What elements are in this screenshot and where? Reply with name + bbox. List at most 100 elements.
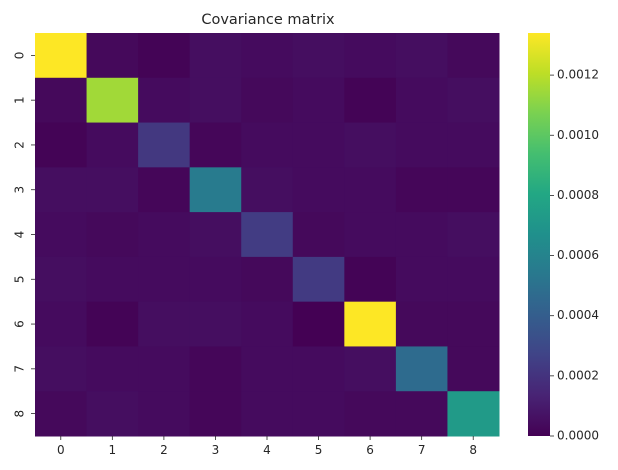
heatmap-cell: [138, 346, 191, 392]
y-tick-label: 4: [13, 231, 27, 239]
heatmap-cell: [447, 391, 500, 437]
heatmap-cell: [241, 167, 294, 213]
heatmap-cell: [138, 391, 191, 437]
x-tick-label: 1: [109, 443, 117, 457]
heatmap-cell: [292, 122, 345, 168]
y-tick-label: 3: [13, 186, 27, 194]
x-tick-label: 0: [57, 443, 65, 457]
heatmap-cell: [189, 77, 242, 124]
heatmap-cell: [344, 256, 397, 303]
heatmap-cell: [35, 77, 88, 124]
heatmap-cell: [189, 391, 242, 437]
heatmap-cell: [189, 346, 242, 392]
heatmap-cell: [241, 122, 294, 168]
heatmap-cell: [395, 212, 448, 258]
heatmap-cell: [35, 346, 88, 392]
heatmap-cell: [447, 212, 500, 258]
heatmap-cell: [241, 33, 294, 79]
heatmap-cell: [138, 212, 191, 258]
heatmap-cell: [138, 122, 191, 168]
colorbar-tick-label: 0.0010: [557, 128, 599, 142]
heatmap-cell: [447, 346, 500, 392]
heatmap-cell: [138, 301, 191, 347]
heatmap-cells: [35, 33, 500, 437]
y-tick-label: 5: [13, 275, 27, 283]
heatmap-cell: [344, 346, 397, 392]
colorbar-ticks: 0.0000 0.0002 0.0004 0.0006 0.0008 0.0010 0.00…: [550, 68, 599, 443]
heatmap-cell: [344, 391, 397, 437]
heatmap-cell: [189, 212, 242, 258]
heatmap-cell: [292, 167, 345, 213]
heatmap-cell: [35, 167, 88, 213]
y-tick-label: 6: [13, 320, 27, 328]
heatmap-cell: [35, 391, 88, 437]
x-tick-label: 2: [160, 443, 168, 457]
heatmap-cell: [241, 346, 294, 392]
heatmap-cell: [86, 167, 139, 213]
colorbar-tick-label: 0.0006: [557, 248, 599, 262]
x-tick-label: 8: [469, 443, 477, 457]
x-tick-label: 4: [263, 443, 271, 457]
heatmap-cell: [292, 212, 345, 258]
heatmap-cell: [189, 33, 242, 79]
colorbar-tick-label: 0.0012: [557, 68, 599, 82]
heatmap-cell: [395, 346, 448, 392]
y-tick-label: 8: [13, 410, 27, 418]
heatmap-cell: [35, 212, 88, 258]
heatmap-cell: [344, 167, 397, 213]
heatmap-cell: [35, 33, 88, 79]
heatmap-cell: [189, 256, 242, 303]
x-axis-ticks: 0 1 2 3 4 5 6 7 8: [57, 436, 477, 457]
heatmap-cell: [189, 167, 242, 213]
colorbar-tick-label: 0.0002: [557, 368, 599, 382]
y-tick-label: 0: [13, 52, 27, 60]
heatmap-cell: [292, 33, 345, 79]
colorbar-tick-label: 0.0004: [557, 308, 599, 322]
heatmap-cell: [292, 301, 345, 347]
heatmap-cell: [447, 301, 500, 347]
heatmap-cell: [35, 122, 88, 168]
x-tick-label: 5: [315, 443, 323, 457]
heatmap-cell: [344, 77, 397, 124]
heatmap-cell: [292, 256, 345, 303]
heatmap-cell: [86, 346, 139, 392]
heatmap-cell: [447, 122, 500, 168]
x-tick-label: 7: [418, 443, 426, 457]
heatmap-cell: [189, 122, 242, 168]
heatmap-cell: [344, 122, 397, 168]
colorbar-tick-label: 0.0000: [557, 429, 599, 443]
heatmap-cell: [447, 167, 500, 213]
heatmap-cell: [447, 256, 500, 303]
heatmap-cell: [86, 256, 139, 303]
heatmap-cell: [395, 167, 448, 213]
heatmap-cell: [86, 391, 139, 437]
heatmap-cell: [86, 33, 139, 79]
heatmap-cell: [292, 346, 345, 392]
heatmap-cell: [86, 212, 139, 258]
heatmap-cell: [189, 301, 242, 347]
heatmap-cell: [241, 212, 294, 258]
heatmap-cell: [292, 391, 345, 437]
heatmap-cell: [395, 122, 448, 168]
heatmap-cell: [241, 256, 294, 303]
heatmap-cell: [86, 122, 139, 168]
heatmap-cell: [138, 167, 191, 213]
y-tick-label: 1: [13, 96, 27, 104]
heatmap-cell: [241, 77, 294, 124]
heatmap-cell: [241, 301, 294, 347]
heatmap-cell: [344, 212, 397, 258]
heatmap-cell: [344, 301, 397, 347]
colorbar-tick-label: 0.0008: [557, 188, 599, 202]
heatmap-cell: [395, 77, 448, 124]
heatmap-cell: [138, 77, 191, 124]
heatmap-cell: [138, 256, 191, 303]
heatmap-cell: [447, 77, 500, 124]
heatmap-cell: [395, 256, 448, 303]
heatmap-cell: [241, 391, 294, 437]
heatmap-cell: [395, 301, 448, 347]
y-tick-label: 7: [13, 365, 27, 373]
y-axis-ticks: 0 1 2 3 4 5 6 7 8: [13, 52, 35, 418]
heatmap-cell: [395, 391, 448, 437]
heatmap-cell: [35, 256, 88, 303]
